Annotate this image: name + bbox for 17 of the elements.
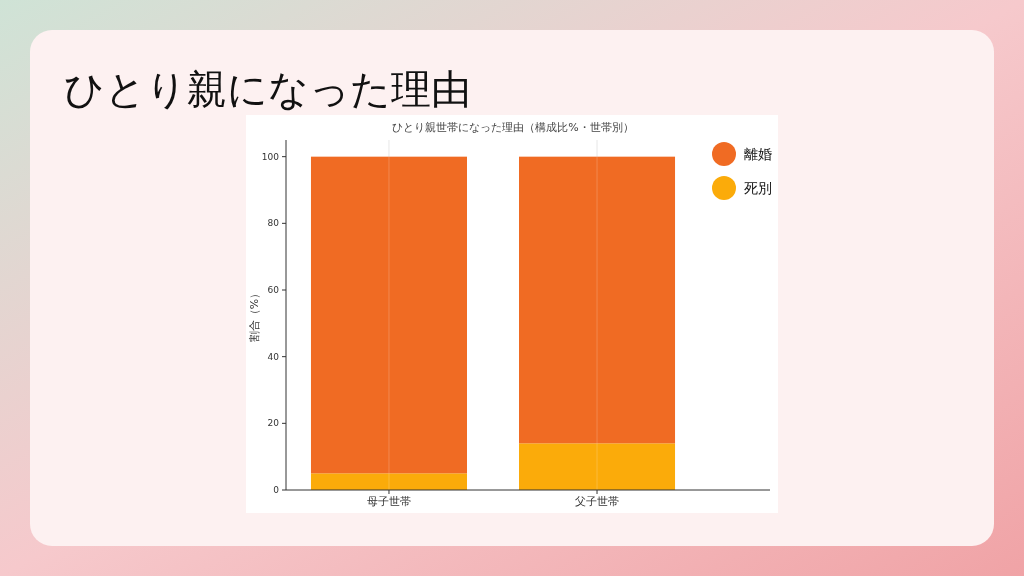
- y-tick-label: 100: [261, 151, 280, 162]
- bar: [519, 443, 676, 490]
- chart-subtitle: ひとり親世帯になった理由（構成比%・世帯別）: [392, 121, 634, 134]
- y-tick-label: 20: [267, 418, 280, 429]
- legend-label: 離婚: [744, 145, 772, 162]
- bar: [310, 156, 467, 474]
- x-tick-label: 母子世帯: [366, 495, 411, 508]
- bar: [310, 473, 467, 490]
- y-tick-label: 80: [267, 218, 280, 229]
- y-tick-label: 0: [273, 485, 280, 496]
- bar: [519, 156, 676, 444]
- y-tick-label: 40: [267, 351, 280, 362]
- chart-title: ひとり親になった理由: [64, 66, 471, 112]
- x-tick-label: 父子世帯: [575, 495, 620, 508]
- legend-label: 死別: [744, 179, 772, 196]
- y-tick-label: 60: [267, 285, 280, 296]
- y-axis-title: 割合（%）: [248, 287, 261, 343]
